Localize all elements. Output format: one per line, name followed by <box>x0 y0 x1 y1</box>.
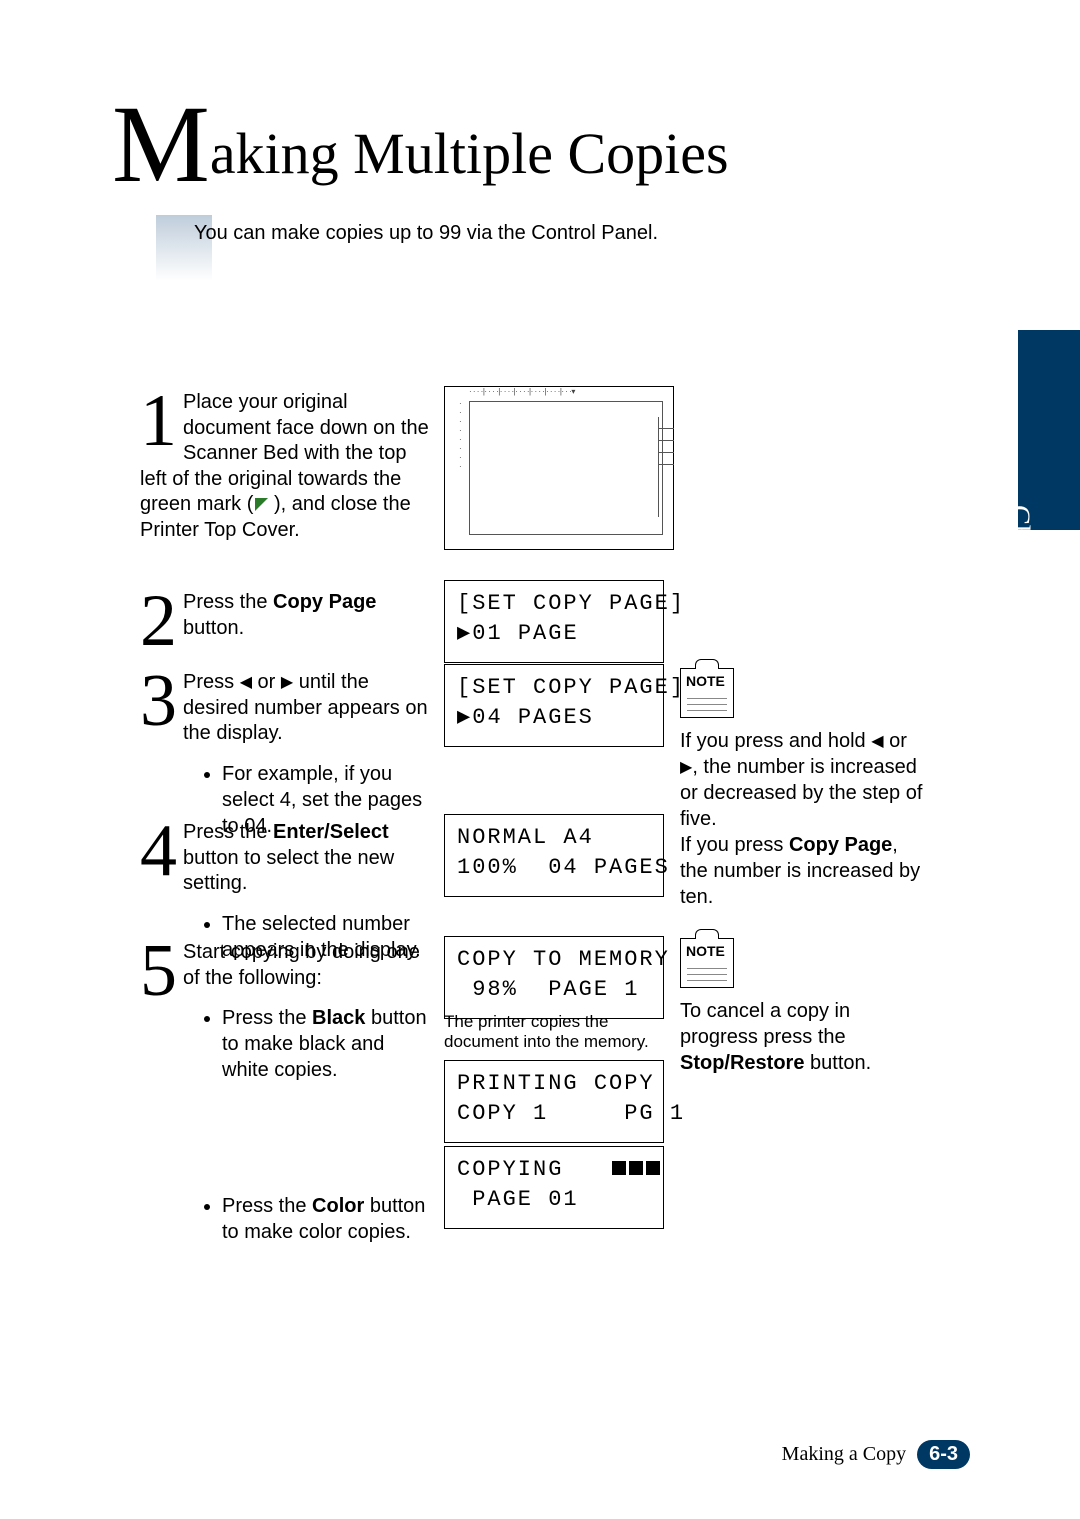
step-2: 2 Press the Copy Page button. <box>140 590 430 648</box>
step-5-text: Start copying by doing one of the follow… <box>140 940 430 991</box>
page-footer: Making a Copy 6-3 <box>782 1440 970 1469</box>
intro-text: You can make copies up to 99 via the Con… <box>194 222 658 245</box>
step-5: 5 Start copying by doing one of the foll… <box>140 940 430 1261</box>
footer-title: Making a Copy <box>782 1443 906 1465</box>
title-dropcap: M <box>112 83 210 205</box>
note-2: NOTE To cancel a copy in progress press … <box>680 938 930 1076</box>
step-2-text: Press the Copy Page button. <box>140 590 430 641</box>
step-5-number: 5 <box>140 946 177 998</box>
title-text: aking Multiple Copies <box>210 121 729 186</box>
caption-memory: The printer copies the document into the… <box>444 1012 674 1052</box>
step-5-sub2: Press the Color button to make color cop… <box>182 1193 430 1245</box>
page-number-badge: 6-3 <box>917 1440 970 1469</box>
step-3-number: 3 <box>140 676 177 728</box>
lcd-display-5c: COPYING PAGE 01 <box>444 1146 664 1229</box>
lcd-display-2: [SET COPY PAGE] ▶01 PAGE <box>444 580 664 663</box>
step-1: 1 Place your original document face down… <box>140 390 430 544</box>
lcd-display-3: [SET COPY PAGE] ▶04 PAGES <box>444 664 664 747</box>
note-1-text: If you press and hold ◀ or ▶, the number… <box>680 728 930 910</box>
step-4-number: 4 <box>140 826 177 878</box>
lcd-display-5a: COPY TO MEMORY 98% PAGE 1 <box>444 936 664 1019</box>
note-icon: NOTE <box>680 668 734 718</box>
note-2-text: To cancel a copy in progress press the S… <box>680 998 930 1076</box>
lcd-display-4: NORMAL A4 100% 04 PAGES <box>444 814 664 897</box>
chapter-side-tab: Chapter 6 <box>1018 330 1080 530</box>
step-4-text: Press the Enter/Select button to select … <box>140 820 430 897</box>
progress-blocks-icon <box>609 1157 660 1182</box>
scanner-illustration: · · · ·|· · · ·|· · · ·|· · · ·|· · · ·|… <box>444 386 674 550</box>
page: Chapter 6 Making Multiple Copies You can… <box>0 0 1080 1519</box>
step-5-sub: Press the Black button to make black and… <box>182 1005 430 1083</box>
page-title: Making Multiple Copies <box>112 100 729 188</box>
step-1-number: 1 <box>140 396 177 448</box>
green-mark-icon <box>255 498 268 511</box>
step-2-number: 2 <box>140 596 177 648</box>
step-1-text: Place your original document face down o… <box>140 390 430 544</box>
side-tab-label: Chapter 6 <box>1002 505 1036 622</box>
note-icon: NOTE <box>680 938 734 988</box>
lcd-display-5b: PRINTING COPY COPY 1 PG 1 <box>444 1060 664 1143</box>
step-3-text: Press ◀ or ▶ until the desired number ap… <box>140 670 430 747</box>
step-5-bullet-color: Press the Color button to make color cop… <box>222 1193 430 1245</box>
step-5-bullet-black: Press the Black button to make black and… <box>222 1005 430 1083</box>
note-1: NOTE If you press and hold ◀ or ▶, the n… <box>680 668 930 910</box>
